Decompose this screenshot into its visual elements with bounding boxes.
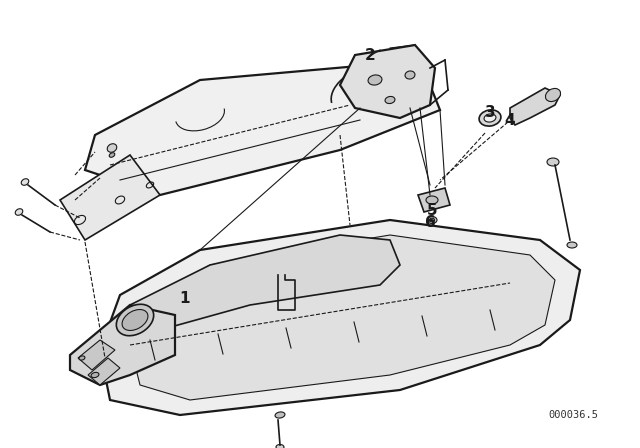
Text: 3: 3 <box>484 104 495 120</box>
Polygon shape <box>510 88 560 125</box>
Text: 1: 1 <box>180 290 190 306</box>
Ellipse shape <box>116 304 154 336</box>
Ellipse shape <box>21 179 29 185</box>
Ellipse shape <box>276 444 284 448</box>
Polygon shape <box>100 220 580 415</box>
Ellipse shape <box>108 144 116 152</box>
Text: 000036.5: 000036.5 <box>548 410 598 420</box>
Ellipse shape <box>545 88 561 102</box>
Ellipse shape <box>275 412 285 418</box>
Ellipse shape <box>405 71 415 79</box>
Ellipse shape <box>426 196 438 204</box>
Ellipse shape <box>479 110 501 126</box>
Text: 5: 5 <box>427 202 437 217</box>
Polygon shape <box>88 358 120 385</box>
Polygon shape <box>60 155 160 240</box>
Ellipse shape <box>79 356 85 360</box>
Ellipse shape <box>429 218 435 222</box>
Text: 2: 2 <box>365 47 376 63</box>
Ellipse shape <box>109 153 115 157</box>
Polygon shape <box>130 235 400 330</box>
Ellipse shape <box>368 75 382 85</box>
Polygon shape <box>418 188 450 212</box>
Polygon shape <box>70 305 175 385</box>
Text: 6: 6 <box>424 215 435 229</box>
Polygon shape <box>85 65 440 195</box>
Text: 4: 4 <box>505 112 515 128</box>
Ellipse shape <box>547 158 559 166</box>
Ellipse shape <box>122 310 148 331</box>
Polygon shape <box>340 45 435 118</box>
Ellipse shape <box>567 242 577 248</box>
Polygon shape <box>130 235 555 400</box>
Ellipse shape <box>484 114 496 122</box>
Polygon shape <box>78 340 115 370</box>
Ellipse shape <box>385 96 395 103</box>
Ellipse shape <box>15 209 23 215</box>
Ellipse shape <box>91 372 99 378</box>
Ellipse shape <box>427 216 437 224</box>
